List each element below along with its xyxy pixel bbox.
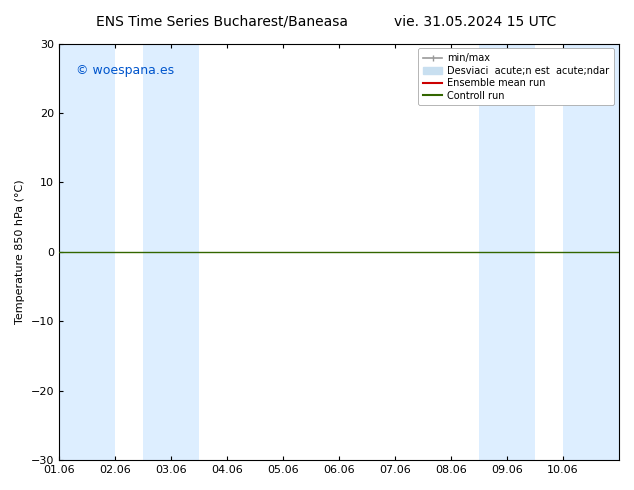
Bar (143, 44, 199, 460)
Bar (563, 44, 619, 460)
Y-axis label: Temperature 850 hPa (°C): Temperature 850 hPa (°C) (15, 179, 25, 324)
Text: © woespana.es: © woespana.es (75, 64, 174, 77)
Text: ENS Time Series Bucharest/Baneasa: ENS Time Series Bucharest/Baneasa (96, 15, 348, 29)
Text: vie. 31.05.2024 15 UTC: vie. 31.05.2024 15 UTC (394, 15, 557, 29)
Bar (59, 44, 115, 460)
Legend: min/max, Desviaci  acute;n est  acute;ndar, Ensemble mean run, Controll run: min/max, Desviaci acute;n est acute;ndar… (418, 49, 614, 105)
Bar (479, 44, 535, 460)
